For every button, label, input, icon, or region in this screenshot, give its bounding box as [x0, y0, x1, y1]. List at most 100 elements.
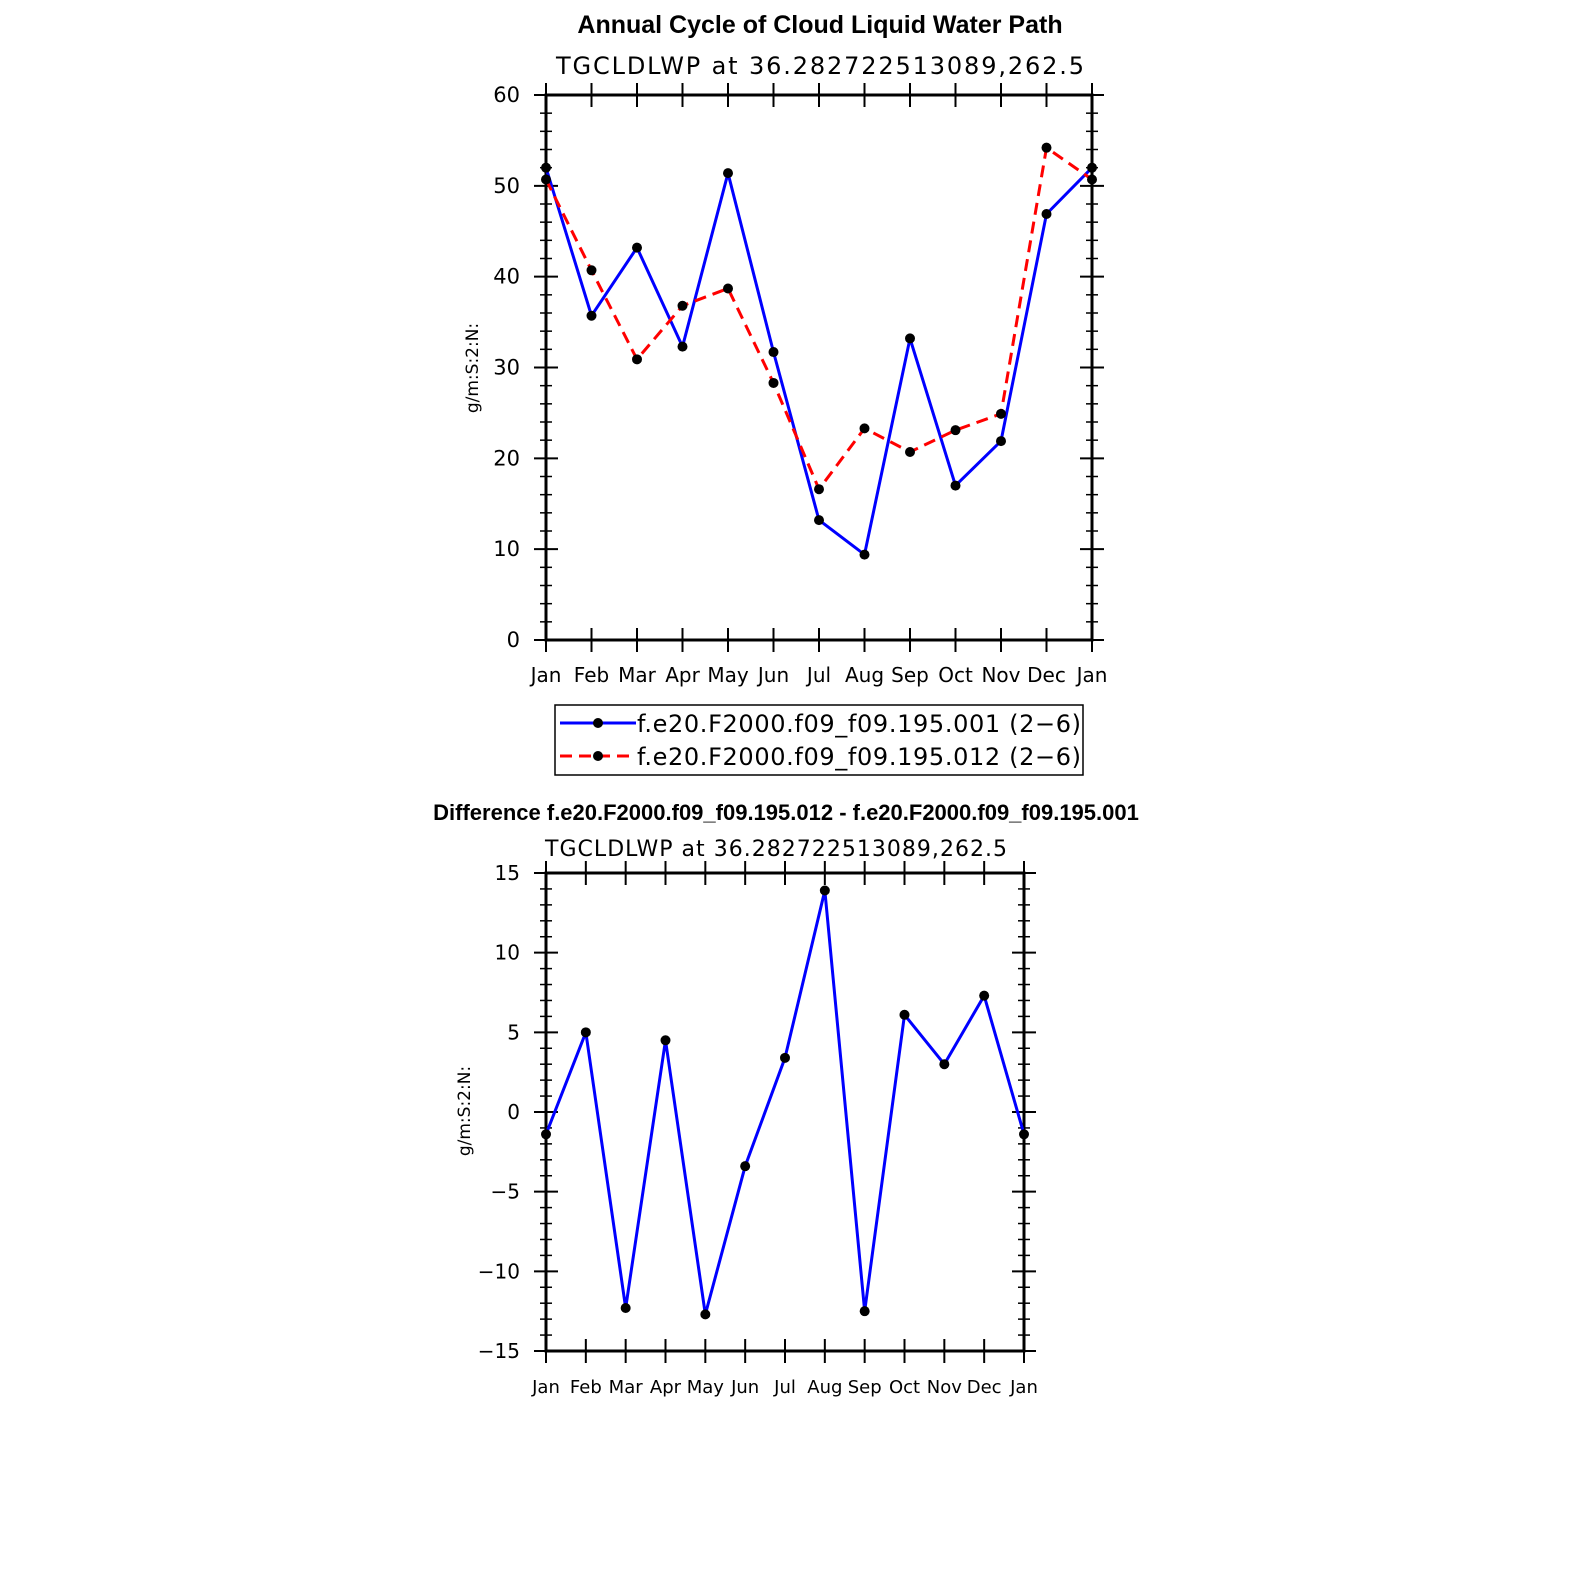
y-tick-label: 10 [495, 941, 520, 965]
data-point-series-1 [859, 1306, 870, 1317]
legend-marker-series-1 [593, 718, 603, 728]
y-tick-label: −10 [478, 1259, 520, 1283]
series-line-2 [544, 146, 1093, 491]
data-point-series-1 [859, 549, 870, 560]
data-point-series-1 [620, 1302, 631, 1313]
x-tick-label: Feb [574, 663, 609, 687]
data-point-series-1 [1087, 162, 1097, 173]
data-point-series-2 [859, 423, 870, 434]
y-tick-label: 0 [507, 1100, 520, 1124]
data-point-series-1 [819, 885, 830, 896]
y-axis-label: g/m:S:2:N: [455, 1066, 475, 1156]
plot-frame [544, 871, 1026, 1353]
x-tick-label: Jan [1075, 663, 1108, 687]
data-point-series-1 [780, 1052, 790, 1063]
data-point-series-1 [768, 347, 779, 358]
x-tick-label: Jul [773, 1377, 796, 1398]
data-point-series-2 [632, 354, 642, 365]
y-axis-label: g/m:S:2:N: [463, 323, 483, 413]
x-tick-label: Jan [529, 663, 562, 687]
x-tick-label: Jan [1009, 1377, 1038, 1398]
data-point-series-2 [586, 265, 597, 276]
data-point-series-1 [814, 515, 824, 526]
x-tick-label: Jan [531, 1377, 560, 1398]
data-point-series-2 [814, 484, 824, 495]
data-point-series-1 [580, 1027, 591, 1038]
data-point-series-2 [905, 446, 915, 457]
data-point-series-1 [996, 436, 1006, 447]
y-tick-label: 40 [493, 265, 520, 289]
data-point-series-1 [541, 1129, 551, 1140]
x-tick-label: Jun [756, 663, 789, 687]
data-point-series-1 [677, 341, 688, 352]
y-tick-label: 20 [493, 446, 520, 470]
x-tick-label: Nov [927, 1377, 962, 1398]
x-tick-label: Dec [1027, 663, 1066, 687]
x-tick-label: Mar [618, 663, 657, 687]
data-point-series-2 [541, 174, 551, 185]
annual-cycle-chart: Annual Cycle of Cloud Liquid Water Path … [463, 11, 1107, 776]
data-point-series-2 [996, 408, 1006, 419]
x-tick-label: Feb [570, 1377, 602, 1398]
y-tick-label: 0 [507, 628, 520, 652]
x-tick-label: Mar [609, 1377, 644, 1398]
data-point-series-1 [541, 162, 551, 173]
x-tick-label: Apr [650, 1377, 682, 1398]
data-point-series-1 [632, 242, 642, 253]
data-point-series-2 [1041, 142, 1052, 153]
data-point-series-1 [660, 1035, 671, 1046]
x-tick-label: Sep [848, 1377, 882, 1398]
data-point-series-1 [586, 310, 597, 321]
data-point-series-2 [677, 300, 688, 311]
axes-frame: −15 −10 −5 0 5 10 15 Jan Feb Mar Apr May Jun Jul Aug Se… [478, 861, 1038, 1398]
x-tick-label: Aug [845, 663, 884, 687]
data-point-series-1 [950, 480, 961, 491]
axes-frame: 0 10 20 30 40 50 60 Jan Feb Mar Apr May Jun Jul Aug Sep… [493, 83, 1107, 687]
series-group [541, 885, 1029, 1320]
data-point-series-1 [723, 168, 733, 179]
y-tick-label: −15 [478, 1339, 520, 1363]
data-point-series-1 [700, 1309, 711, 1320]
x-tick-label: Apr [665, 663, 700, 687]
series-group [541, 142, 1097, 560]
y-tick-label: 10 [493, 537, 520, 561]
data-point-series-2 [950, 425, 961, 436]
legend-marker-series-2 [593, 751, 603, 761]
series-line-1 [544, 889, 1026, 1316]
data-point-series-2 [768, 377, 779, 388]
legend: f.e20.F2000.f09_f09.195.001 (2−6) f.e20.… [554, 704, 1084, 776]
x-tick-label: May [687, 1377, 725, 1398]
data-point-series-1 [1019, 1129, 1029, 1140]
x-tick-label: Dec [967, 1377, 1002, 1398]
x-tick-label: May [707, 663, 749, 687]
data-point-series-1 [939, 1059, 950, 1070]
data-point-series-1 [740, 1161, 751, 1172]
chart-subtitle: TGCLDLWP at 36.282722513089,262.5 [555, 52, 1084, 80]
legend-box [554, 704, 1084, 776]
x-tick-label: Oct [889, 1377, 920, 1398]
x-tick-label: Aug [807, 1377, 842, 1398]
data-point-series-2 [1087, 174, 1097, 185]
y-tick-label: 15 [495, 861, 520, 885]
difference-chart: Difference f.e20.F2000.f09_f09.195.012 -… [433, 800, 1139, 1398]
data-point-series-1 [979, 990, 990, 1001]
chart-title: Annual Cycle of Cloud Liquid Water Path [577, 11, 1062, 39]
chart-subtitle: TGCLDLWP at 36.282722513089,262.5 [544, 837, 1007, 862]
x-tick-label: Nov [981, 663, 1020, 687]
legend-label-series-2: f.e20.F2000.f09_f09.195.012 (2−6) [637, 743, 1081, 771]
data-point-series-1 [899, 1009, 910, 1020]
data-point-series-2 [723, 283, 733, 294]
x-tick-label: Oct [938, 663, 973, 687]
chart-title: Difference f.e20.F2000.f09_f09.195.012 -… [433, 800, 1139, 825]
legend-label-series-1: f.e20.F2000.f09_f09.195.001 (2−6) [637, 710, 1081, 738]
data-point-series-1 [905, 333, 915, 344]
x-tick-label: Sep [891, 663, 929, 687]
x-tick-label: Jul [805, 663, 831, 687]
y-tick-label: 50 [493, 174, 520, 198]
y-tick-label: −5 [491, 1180, 520, 1204]
x-tick-label: Jun [730, 1377, 759, 1398]
data-point-series-1 [1041, 208, 1052, 219]
y-tick-label: 5 [507, 1020, 520, 1044]
plot-frame [544, 93, 1094, 642]
